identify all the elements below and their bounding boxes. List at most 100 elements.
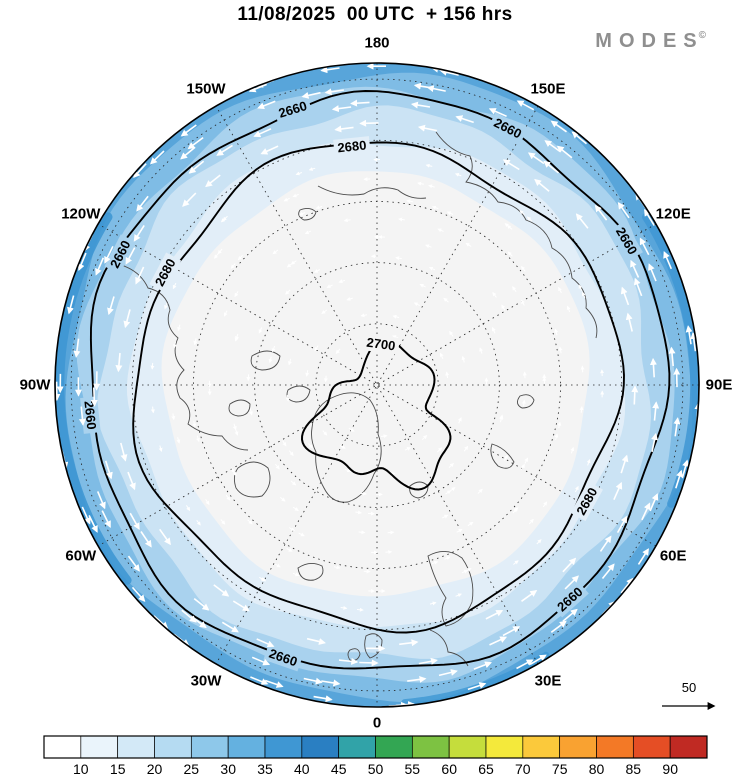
wind-arrow	[301, 91, 321, 99]
longitude-label: 150E	[530, 80, 565, 97]
wind-arrow	[320, 66, 340, 74]
colorbar-cell	[227, 735, 266, 759]
wind-arrow	[127, 555, 140, 572]
colorbar-tick: 50	[368, 761, 384, 777]
colorbar-tick: 45	[331, 761, 347, 777]
wind-arrow	[399, 639, 419, 647]
svg-text:2660: 2660	[81, 400, 99, 430]
longitude-label: 30E	[535, 673, 562, 690]
wind-arrow	[690, 332, 698, 352]
coastline	[490, 443, 515, 469]
wind-arrow	[81, 506, 91, 525]
colorbar-tick: 10	[73, 761, 89, 777]
wind-arrow	[257, 100, 276, 110]
wind-arrow	[205, 174, 221, 188]
map-boundary	[54, 62, 700, 708]
colorbar-cell	[264, 735, 303, 759]
logo-mark: ©	[698, 30, 706, 41]
longitude-label: 90W	[20, 377, 52, 394]
wind-arrow	[101, 510, 111, 529]
wind-arrow	[575, 213, 589, 229]
coastline	[409, 481, 429, 499]
wind-arrow	[153, 615, 169, 629]
colorbar-cell	[522, 735, 561, 759]
wind-arrow	[502, 159, 520, 171]
wind-arrow	[467, 682, 487, 691]
wind-arrow	[630, 259, 640, 278]
contour-label: 2700	[361, 333, 401, 355]
wind-arrow	[418, 657, 438, 665]
colorbar-tick: 90	[662, 761, 678, 777]
wind-arrow	[649, 493, 659, 512]
colorbar-cell	[632, 735, 671, 759]
wind-arrow	[149, 150, 165, 165]
wind-arrow	[601, 563, 615, 580]
wind-arrow	[516, 100, 535, 111]
colorbar-cell	[190, 735, 229, 759]
wind-arrow	[438, 669, 458, 677]
wind-arrow	[673, 417, 681, 437]
wind-arrow	[473, 661, 493, 670]
wind-arrow	[485, 609, 504, 620]
wind-arrow	[359, 119, 379, 127]
wind-arrow	[641, 502, 651, 521]
colorbar-frame	[43, 735, 708, 759]
colorbar-tick: 65	[478, 761, 494, 777]
wind-arrow	[187, 136, 204, 150]
wind-arrow	[613, 481, 623, 501]
wind-arrow	[338, 657, 359, 665]
coastline	[517, 394, 535, 409]
wind-arrow	[321, 679, 341, 687]
coastline	[297, 563, 324, 581]
colorbar-tick: 55	[405, 761, 421, 777]
wind-arrow	[123, 309, 131, 329]
longitude-label: 180	[364, 35, 389, 52]
wind-arrow	[633, 277, 643, 297]
wind-arrow	[668, 346, 676, 367]
wind-arrow	[685, 325, 693, 345]
longitude-label: 0	[373, 715, 381, 732]
wind-arrow	[107, 296, 115, 316]
wind-arrow	[637, 548, 649, 565]
wind-arrow	[96, 491, 106, 510]
colorbar-cell	[485, 735, 524, 759]
wind-arrow	[135, 266, 145, 285]
height-contour-2700	[300, 339, 452, 491]
wind-arrow	[129, 512, 140, 531]
wind-arrow	[527, 152, 545, 165]
svg-text:2700: 2700	[366, 335, 397, 354]
colorbar-tick: 25	[184, 761, 200, 777]
wind-arrow	[260, 145, 279, 155]
coastline	[250, 350, 281, 371]
wind-arrow	[620, 286, 630, 306]
wind-arrow	[562, 608, 578, 622]
wind-arrow	[550, 120, 567, 133]
colorbar-cell	[43, 735, 82, 759]
wind-arrow	[521, 589, 538, 602]
latitude-circle	[70, 78, 684, 692]
wind-arrow	[489, 636, 508, 646]
wind-arrow	[564, 575, 580, 590]
contour-label: 2660	[273, 96, 313, 123]
wind-arrow	[550, 620, 567, 633]
wind-arrow	[125, 247, 136, 265]
chart-title: 11/08/2025 00 UTC + 156 hrs	[237, 4, 513, 25]
coastline	[429, 629, 469, 667]
wind-arrow	[417, 124, 438, 132]
wind-arrow	[648, 263, 657, 282]
wind-arrow	[253, 128, 272, 138]
colorbar-tick: 75	[552, 761, 568, 777]
wind-arrow	[663, 251, 673, 270]
colorbar-cell	[559, 735, 597, 759]
wind-arrow	[571, 131, 588, 145]
coastline	[317, 185, 427, 199]
wind-arrow	[651, 432, 658, 453]
colorbar-tick: 80	[589, 761, 605, 777]
wind-arrow	[594, 204, 608, 221]
wind-arrow	[120, 442, 128, 462]
wind-arrow	[250, 676, 269, 685]
wind-arrow	[140, 531, 152, 548]
longitude-label: 150W	[186, 80, 226, 97]
